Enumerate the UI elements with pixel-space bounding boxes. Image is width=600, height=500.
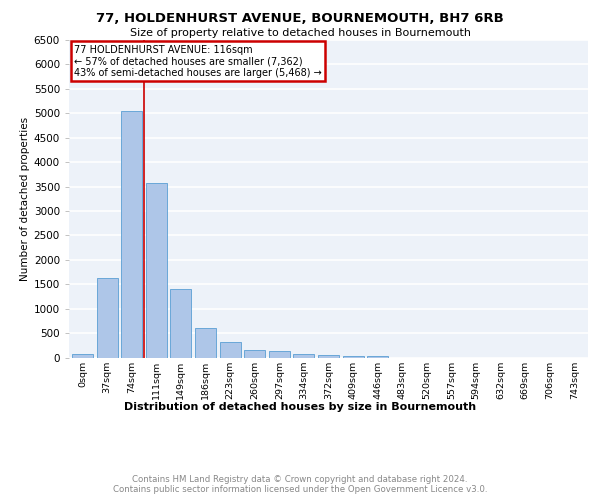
Bar — [318, 355, 339, 358]
Y-axis label: Number of detached properties: Number of detached properties — [20, 116, 29, 281]
Bar — [220, 342, 241, 357]
Bar — [269, 352, 290, 358]
Text: Size of property relative to detached houses in Bournemouth: Size of property relative to detached ho… — [130, 28, 470, 38]
Bar — [343, 356, 364, 358]
Text: 77 HOLDENHURST AVENUE: 116sqm
← 57% of detached houses are smaller (7,362)
43% o: 77 HOLDENHURST AVENUE: 116sqm ← 57% of d… — [74, 45, 322, 78]
Bar — [170, 289, 191, 358]
Bar — [293, 354, 314, 358]
Bar — [244, 350, 265, 358]
Bar — [195, 328, 216, 358]
Bar — [146, 183, 167, 358]
Bar — [367, 356, 388, 358]
Text: Contains HM Land Registry data © Crown copyright and database right 2024.
Contai: Contains HM Land Registry data © Crown c… — [113, 474, 487, 494]
Bar — [121, 111, 142, 358]
Bar — [97, 278, 118, 357]
Text: 77, HOLDENHURST AVENUE, BOURNEMOUTH, BH7 6RB: 77, HOLDENHURST AVENUE, BOURNEMOUTH, BH7… — [96, 12, 504, 26]
Text: Distribution of detached houses by size in Bournemouth: Distribution of detached houses by size … — [124, 402, 476, 412]
Bar — [72, 354, 93, 358]
